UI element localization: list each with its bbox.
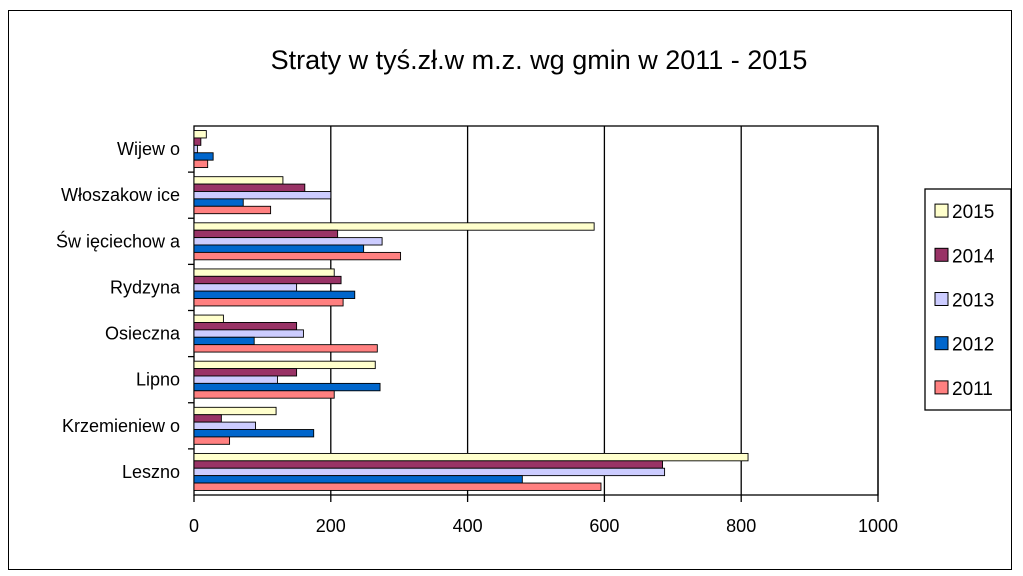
bar-2011	[193, 205, 272, 215]
bar-2015	[193, 268, 335, 277]
chart-frame: Straty w tyś.zł.w m.z. wg gmin w 2011 - …	[8, 10, 1012, 570]
category-label: Św ięciechow a	[56, 230, 181, 251]
bar-2011	[193, 390, 335, 399]
bar-2014	[193, 460, 663, 469]
bar-2015	[193, 360, 376, 370]
legend-label-2012: 2012	[952, 335, 994, 356]
bar-2012	[193, 244, 365, 253]
bar-2012	[193, 475, 523, 484]
legend-box	[924, 188, 1012, 411]
bar-2014	[193, 368, 298, 377]
bar-2012	[193, 290, 356, 299]
category-label: Krzemieniew o	[62, 416, 180, 436]
bar-2011	[193, 159, 209, 169]
legend-swatch-2011	[934, 380, 949, 395]
bar-2013	[193, 144, 198, 154]
category-label: Włoszakow ice	[61, 185, 180, 205]
bar-2012	[193, 152, 214, 161]
chart-svg: Straty w tyś.zł.w m.z. wg gmin w 2011 - …	[56, 45, 1012, 536]
bar-2014	[193, 322, 298, 331]
bar-2013	[193, 191, 332, 200]
bar-2012	[193, 336, 255, 346]
category-label: Wijew o	[117, 139, 180, 159]
bar-2014	[193, 183, 306, 192]
x-tick-label: 200	[316, 516, 346, 536]
bar-2011	[193, 482, 602, 491]
plot-border	[193, 125, 879, 496]
bar-2013	[193, 329, 304, 338]
chart-title: Straty w tyś.zł.w m.z. wg gmin w 2011 - …	[271, 45, 808, 75]
bar-2012	[193, 382, 381, 392]
legend-swatch-2015	[934, 203, 949, 218]
legend-label-2014: 2014	[952, 246, 995, 267]
x-tick-label: 600	[589, 516, 619, 536]
x-tick-label: 0	[189, 516, 199, 536]
legend-swatch-2013	[934, 292, 949, 306]
x-tick-label: 800	[726, 516, 756, 536]
bar-2011	[193, 344, 378, 353]
bar-2015	[193, 406, 277, 416]
category-label: Leszno	[122, 462, 180, 482]
legend-swatch-2012	[934, 336, 949, 351]
legend-label-2013: 2013	[952, 291, 994, 312]
bar-2015	[193, 452, 749, 462]
bar-2014	[193, 414, 222, 423]
legend-label-2015: 2015	[952, 202, 994, 223]
bar-2014	[193, 229, 339, 239]
category-label: Osieczna	[105, 324, 181, 344]
category-label: Rydzyna	[110, 277, 181, 297]
bar-2013	[193, 237, 383, 246]
legend-label-2011: 2011	[952, 379, 993, 400]
category-label: Lipno	[136, 370, 180, 390]
bar-2013	[193, 283, 298, 292]
bar-2011	[193, 436, 231, 445]
bar-2015	[193, 222, 595, 231]
x-tick-label: 1000	[858, 516, 898, 536]
legend: 2015 2014 2013 2012 2011	[924, 188, 1012, 411]
bar-2014	[193, 275, 342, 285]
bar-2013	[193, 467, 666, 477]
bar-2012	[193, 198, 244, 207]
bar-2013	[193, 375, 278, 384]
bar-2011	[193, 251, 402, 261]
bar-2015	[193, 176, 284, 185]
bar-2014	[193, 137, 202, 146]
x-tick-label: 400	[453, 516, 483, 536]
bar-2015	[193, 314, 224, 323]
bar-2011	[193, 298, 344, 307]
plot-area: Wijew o Włoszakow ice Św ięciechow a Rydzyn…	[56, 125, 898, 536]
bar-2012	[193, 429, 315, 438]
bar-2015	[193, 130, 207, 139]
bar-2013	[193, 421, 257, 430]
legend-swatch-2014	[934, 247, 949, 262]
